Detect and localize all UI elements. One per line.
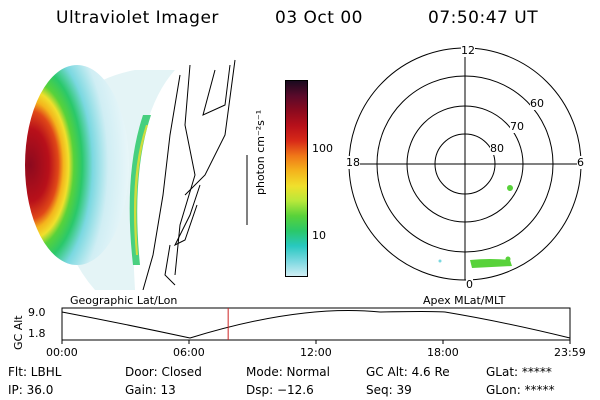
info-gc-alt: GC Alt: 4.6 Re [366, 365, 450, 379]
timeline-xtick-0000: 00:00 [46, 346, 78, 359]
colorbar-tick-100: 100 [312, 142, 333, 155]
mlt-label-0: 0 [466, 278, 473, 291]
mlt-label-12: 12 [461, 44, 475, 57]
auroral-dot [505, 256, 511, 262]
mlt-label-6: 6 [577, 156, 584, 169]
timeline-ytick-top: 9.0 [28, 306, 46, 319]
mlt-label-18: 18 [346, 156, 360, 169]
mlat-label-80: 80 [490, 142, 504, 155]
geographic-label: Geographic Lat/Lon [70, 294, 178, 307]
altitude-curve [61, 310, 571, 339]
coastlines [142, 59, 248, 290]
info-seq: Seq: 39 [366, 383, 412, 397]
color-scale-bar [285, 80, 308, 277]
timeline-ytick-bottom: 1.8 [28, 327, 46, 340]
info-ip: IP: 36.0 [8, 383, 54, 397]
auroral-dot-faint [438, 259, 442, 263]
polar-mlat-mlt-plot [348, 47, 582, 281]
timeline-xtick-2359: 23:59 [554, 346, 586, 359]
timeline-xtick-0600: 06:00 [173, 346, 205, 359]
info-dsp: Dsp: −12.6 [246, 383, 314, 397]
colorbar-unit-label: photon cm⁻²s⁻¹ [254, 109, 267, 195]
apex-label: Apex MLat/MLT [423, 294, 506, 307]
timeline-ylabel: GC Alt [12, 315, 25, 350]
instrument-title: Ultraviolet Imager [56, 8, 219, 28]
info-glat: GLat: ***** [486, 365, 552, 379]
orbit-timeline [61, 307, 571, 344]
info-filter: Flt: LBHL [8, 365, 62, 379]
mlat-label-60: 60 [530, 97, 544, 110]
observation-date: 03 Oct 00 [275, 8, 363, 28]
info-mode: Mode: Normal [246, 365, 330, 379]
mlat-label-70: 70 [510, 120, 524, 133]
info-glon: GLon: ***** [486, 383, 555, 397]
timeline-ticks [61, 340, 571, 344]
info-gain: Gain: 13 [125, 383, 176, 397]
timeline-frame [61, 307, 571, 341]
geographic-image-panel [25, 59, 248, 290]
auroral-spot [507, 185, 513, 191]
auroral-band-core [133, 125, 148, 255]
auroral-emission-cluster [470, 259, 512, 268]
observation-time: 07:50:47 UT [428, 8, 539, 28]
colorbar-tick-10: 10 [312, 229, 326, 242]
timeline-xtick-1800: 18:00 [427, 346, 459, 359]
dayside-emission [25, 65, 129, 265]
info-door: Door: Closed [125, 365, 202, 379]
timeline-xtick-1200: 12:00 [300, 346, 332, 359]
